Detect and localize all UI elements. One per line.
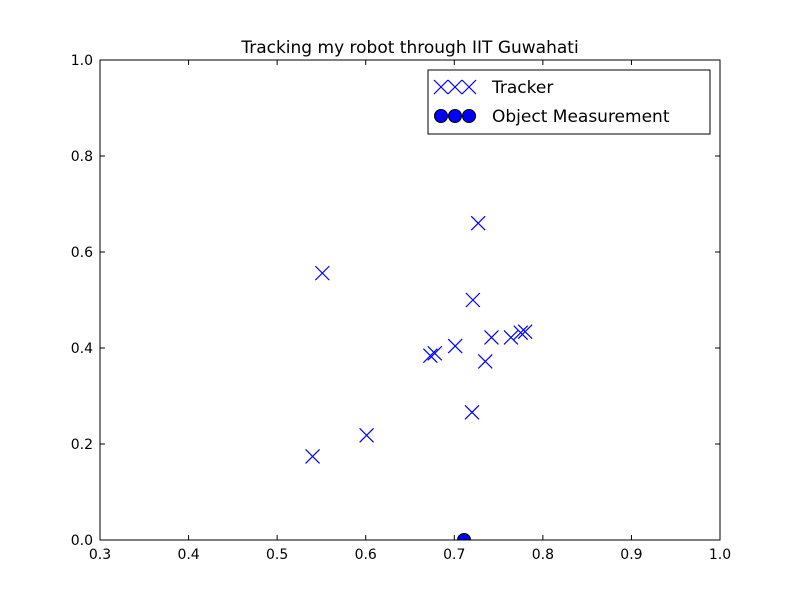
tracker-point [513,325,529,341]
x-tick-label: 0.5 [266,547,288,563]
x-tick-label: 0.8 [532,547,554,563]
x-tick-label: 0.7 [443,547,465,563]
x-tick-label: 1.0 [709,547,731,563]
legend-label: Tracker [491,78,553,98]
measurement-point [457,533,472,540]
legend-x-icon [461,79,477,95]
x-tick-label: 0.3 [89,547,111,563]
x-tick-label: 0.9 [620,547,642,563]
tracker-point [470,215,486,231]
y-tick-label: 0.0 [71,533,93,549]
legend-circle-icon [434,109,448,123]
data-marks [305,215,533,540]
legend-x-icon [447,79,463,95]
y-tick-label: 0.6 [71,245,93,261]
y-tick-label: 0.2 [71,437,93,453]
y-tick-label: 1.0 [71,53,93,69]
tracker-point [422,348,438,364]
plot-area [100,60,720,540]
tracker-point [447,338,463,354]
tracker-point [314,265,330,281]
tracker-point [517,324,533,340]
legend-circle-icon [462,109,476,123]
tracker-point [427,345,443,361]
tracker-point [359,427,375,443]
x-tick-label: 0.4 [177,547,199,563]
legend: Tracker Object Measurement [427,69,711,135]
tracker-point [477,354,493,369]
tracker-point [464,404,480,420]
x-tick-label: 0.6 [355,547,377,563]
tracker-point [503,330,519,345]
chart-title: Tracking my robot through IIT Guwahati [240,38,578,58]
legend-entry: Object Measurement [434,107,670,127]
y-tick-label: 0.4 [71,341,93,357]
y-tick-label: 0.8 [71,149,93,165]
tracker-point [484,330,499,345]
legend-x-icon [433,79,449,95]
legend-circle-icon [448,109,462,123]
axis-ticks: 0.3 0.4 0.5 0.6 0.7 0.8 0.9 1.0 0.0 0.2 0.4 0.6 0.8 1… [71,53,731,563]
legend-label: Object Measurement [492,107,670,127]
plot-frame [99,59,721,541]
tracker-point [305,449,320,464]
legend-entry: Tracker [433,78,553,98]
tracker-point [465,292,481,308]
